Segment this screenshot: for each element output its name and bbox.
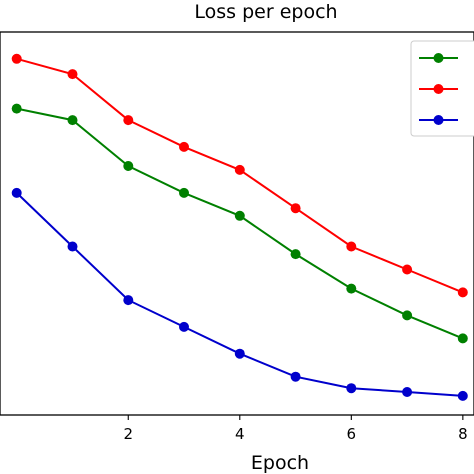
legend-marker-1 xyxy=(433,53,444,63)
x-axis-label: Epoch xyxy=(251,452,309,474)
legend xyxy=(410,40,474,137)
series-2-point-3 xyxy=(179,141,189,152)
series-1-point-1 xyxy=(67,115,78,126)
series-1-point-2 xyxy=(123,161,134,171)
series-1-point-0 xyxy=(11,103,22,114)
x-axis-ticks: 2 4 6 8 xyxy=(123,415,468,443)
x-tick-label-4: 4 xyxy=(235,425,245,443)
series-2-point-5 xyxy=(290,203,301,214)
series-2-point-4 xyxy=(234,164,245,175)
series-3-point-2 xyxy=(123,295,134,306)
series-2-point-6 xyxy=(346,241,357,252)
series-line-3 xyxy=(16,192,463,397)
series-1-point-5 xyxy=(290,249,301,260)
series-2-point-8 xyxy=(457,287,468,298)
legend-marker-3 xyxy=(433,115,444,125)
series-3-point-7 xyxy=(402,387,413,397)
series-2-point-2 xyxy=(123,115,134,126)
x-tick-label-2: 2 xyxy=(123,425,133,443)
series-2-point-0 xyxy=(11,53,22,64)
series-1-point-7 xyxy=(402,310,413,321)
x-tick-label-8: 8 xyxy=(458,425,468,443)
series-2-point-1 xyxy=(67,69,78,80)
series-3-point-3 xyxy=(179,321,189,332)
series-1-point-4 xyxy=(234,210,245,221)
series-line-1 xyxy=(16,107,464,340)
series-3-point-8 xyxy=(457,390,468,401)
x-tick-label-6: 6 xyxy=(347,425,357,443)
series-3-point-6 xyxy=(346,383,357,394)
series-2-point-7 xyxy=(402,264,413,275)
plot-frame xyxy=(0,31,474,416)
series-3-point-5 xyxy=(290,371,301,382)
series-1-point-6 xyxy=(346,283,357,294)
legend-marker-2 xyxy=(433,84,444,94)
series-1-point-3 xyxy=(179,187,189,198)
series-3-point-4 xyxy=(234,348,245,359)
series-1-point-8 xyxy=(457,333,468,344)
series-layer xyxy=(11,53,468,401)
chart-title: Loss per epoch xyxy=(194,1,337,23)
series-3-point-1 xyxy=(67,241,78,252)
series-3-point-0 xyxy=(11,187,22,198)
